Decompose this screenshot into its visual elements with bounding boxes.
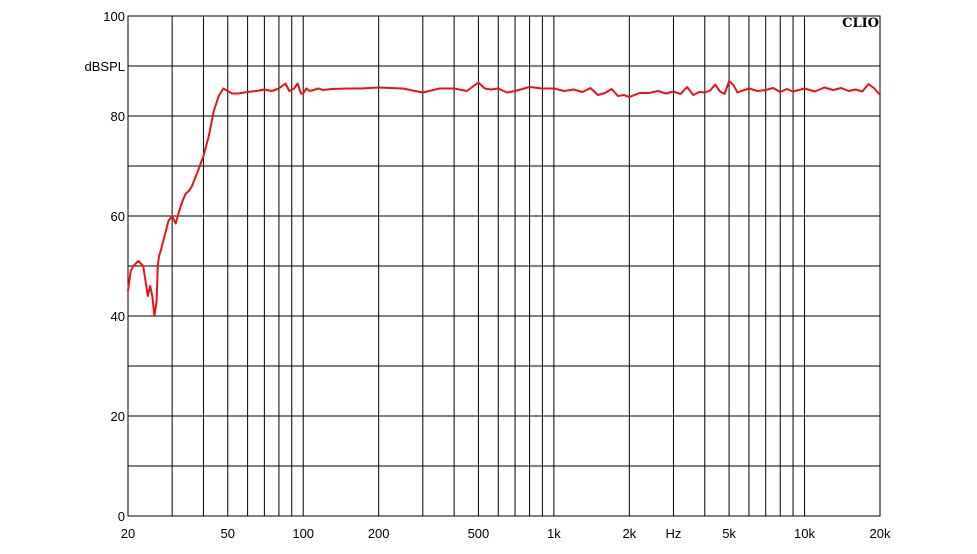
tick-label-layer: 20 50 100 200 500 1k 2k 5k 10k 20k 0 20 40 60 80 100 xyxy=(103,9,891,541)
x-tick-label: 100 xyxy=(292,526,314,541)
x-tick-label: 10k xyxy=(794,526,815,541)
y-tick-label: 60 xyxy=(111,209,125,224)
x-tick-label: 20k xyxy=(870,526,891,541)
x-tick-label: 500 xyxy=(468,526,490,541)
clio-brand-label: CLIO xyxy=(842,16,879,31)
response-curve xyxy=(127,80,881,317)
x-tick-label: 20 xyxy=(121,526,135,541)
y-tick-label: 40 xyxy=(111,309,125,324)
grid-layer xyxy=(128,16,880,516)
x-tick-label: 50 xyxy=(221,526,235,541)
x-tick-label: 5k xyxy=(722,526,736,541)
y-axis-label: dBSPL xyxy=(85,59,125,74)
plot-frame xyxy=(127,15,881,517)
series-layer xyxy=(127,80,881,317)
x-axis-label: Hz xyxy=(666,526,682,541)
y-tick-label: 100 xyxy=(103,9,125,24)
y-tick-label: 0 xyxy=(118,509,125,524)
y-tick-label: 20 xyxy=(111,409,125,424)
x-tick-label: 200 xyxy=(368,526,390,541)
y-tick-label: 80 xyxy=(111,109,125,124)
x-tick-label: 1k xyxy=(547,526,561,541)
x-tick-label: 2k xyxy=(622,526,636,541)
